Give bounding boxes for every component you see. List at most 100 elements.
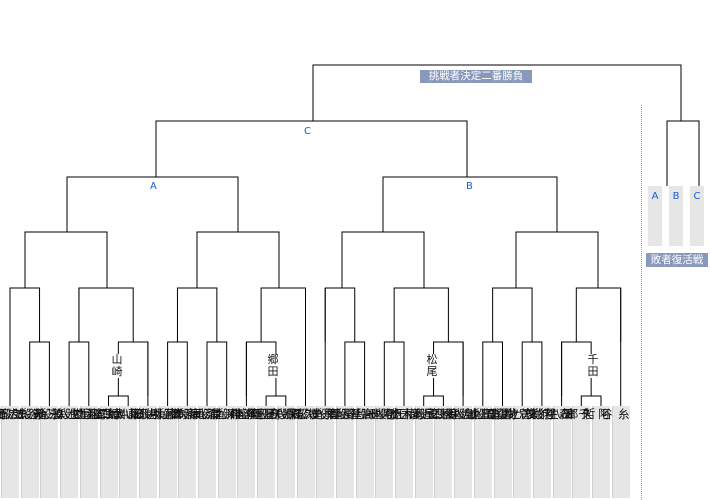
- player-box: 屋敷伸之九段: [177, 406, 277, 498]
- group-b-label: B: [466, 181, 473, 192]
- player-name: 菅井竜也八段: [433, 408, 533, 420]
- player-name: 阿部 隆九段: [295, 408, 395, 420]
- round-line: [176, 287, 218, 342]
- player-name: 池永天志五段: [0, 408, 80, 420]
- player-name: 森内俊之九段: [472, 408, 572, 420]
- player-box: 山崎隆之八段: [39, 406, 139, 498]
- player-name: 三浦弘行九段: [0, 408, 60, 420]
- player-box: 羽生善治九段: [0, 406, 99, 498]
- player-name: 斎藤明日斗四段: [81, 408, 198, 420]
- group-c-label: C: [304, 126, 311, 137]
- block-name-yamasaki: 山崎: [111, 353, 123, 378]
- player-name: 阿久津主税八段: [495, 408, 611, 420]
- round-line: [492, 287, 533, 342]
- round-line: [515, 231, 599, 288]
- player-name: 広瀬章人八段: [0, 408, 20, 420]
- player-name: 谷合廣紀四段: [0, 408, 40, 420]
- round-line: [78, 287, 134, 342]
- round-line: [393, 287, 449, 342]
- round-line: [9, 287, 41, 342]
- block-name-gouda: 郷田: [267, 353, 279, 378]
- final-match-label: 挑戦者決定二番勝負: [420, 70, 532, 83]
- player-box: 千田翔太七段: [492, 406, 592, 498]
- player-box: 藤井聡太二冠: [78, 406, 178, 498]
- match-line: [68, 341, 90, 406]
- match-line: [206, 341, 228, 406]
- block-name-matsuo: 松尾: [426, 353, 438, 378]
- player-box: 斎藤慎太郎八段: [101, 406, 217, 498]
- match-line: [383, 341, 405, 406]
- match-line: [265, 395, 287, 406]
- player-name: 深浦康市九段: [137, 408, 237, 420]
- player-box: 高野智史五段: [275, 406, 375, 498]
- player-box: 斎藤明日斗四段: [81, 406, 198, 498]
- round-line: [196, 231, 280, 288]
- revival-box-b: B: [669, 186, 683, 246]
- player-box: 冨田誠也四段: [413, 406, 513, 498]
- player-name: 佐藤天彦九段: [374, 408, 474, 420]
- player-box: 佐藤天彦九段: [374, 406, 474, 498]
- group-line: [155, 120, 468, 177]
- player-box: 森内俊之九段: [472, 406, 572, 498]
- player-name: 屋敷伸之九段: [177, 408, 277, 420]
- player-name: 瀬川晶司六段: [157, 408, 257, 420]
- player-box: 行方尚史九段: [452, 406, 552, 498]
- player-name: 近藤誠也七段: [334, 408, 434, 420]
- player-name: 木村一基九段: [315, 408, 414, 420]
- round-line: [24, 231, 108, 288]
- player-name: 松尾 歩八段: [354, 408, 454, 420]
- player-box: 稲葉 陽八段: [255, 406, 355, 498]
- player-box: 瀬川晶司六段: [157, 406, 257, 498]
- player-box: 豊島将之竜王: [393, 406, 493, 498]
- revival-box-a: A: [648, 186, 662, 246]
- player-box: 糸谷哲郎八段: [531, 406, 631, 498]
- player-name: 藤井聡太二冠: [78, 408, 178, 420]
- player-name: 斎藤慎太郎八段: [101, 408, 217, 420]
- revival-title: 敗者復活戦: [646, 253, 708, 267]
- player-box: 丸山忠久九段: [20, 406, 119, 498]
- player-box: 広瀬章人八段: [0, 406, 20, 498]
- final-line: [312, 64, 682, 121]
- group-line: [66, 176, 239, 232]
- match-line: [482, 341, 503, 406]
- player-box: 阿久津主税八段: [495, 406, 611, 498]
- player-name: 佐藤康光九段: [58, 408, 158, 420]
- player-box: 松尾 歩八段: [354, 406, 454, 498]
- round-line: [260, 287, 306, 342]
- match-line: [423, 395, 444, 406]
- player-box: 菅井竜也八段: [433, 406, 533, 498]
- player-name: 千田翔太七段: [492, 408, 592, 420]
- match-line: [344, 341, 366, 406]
- revival-line: [666, 120, 700, 186]
- player-name: 豊島将之竜王: [393, 408, 493, 420]
- group-line: [382, 176, 558, 232]
- round-line: [341, 231, 425, 288]
- player-box: 池永天志五段: [0, 406, 80, 498]
- player-name: 冨田誠也四段: [413, 408, 513, 420]
- player-name: 山崎隆之八段: [39, 408, 139, 420]
- player-name: 稲葉 陽八段: [255, 408, 355, 420]
- divider: [641, 105, 642, 500]
- player-box: 三浦弘行九段: [0, 406, 60, 498]
- player-box: 永瀬拓矢王座: [236, 406, 335, 498]
- match-line: [521, 341, 543, 406]
- player-box: 谷合廣紀四段: [0, 406, 40, 498]
- match-line: [167, 341, 188, 406]
- player-box: 阿部 隆九段: [295, 406, 395, 498]
- round-line: [575, 287, 622, 342]
- player-name: 羽生善治九段: [0, 408, 99, 420]
- match-line: [580, 395, 602, 406]
- player-box: 佐藤康光九段: [58, 406, 158, 498]
- player-name: 高野智史五段: [275, 408, 375, 420]
- player-name: 郷田真隆九段: [196, 408, 296, 420]
- player-name: 久保利明九段: [216, 408, 316, 420]
- player-name: 行方尚史九段: [452, 408, 552, 420]
- player-box: 近藤誠也七段: [334, 406, 434, 498]
- player-box: 深浦康市九段: [137, 406, 237, 498]
- match-line: [29, 341, 50, 406]
- player-name: 糸谷哲郎八段: [531, 408, 631, 420]
- block-name-chida: 千田: [587, 353, 599, 378]
- player-box: 久保利明九段: [216, 406, 316, 498]
- player-box: 郷田真隆九段: [196, 406, 296, 498]
- group-a-label: A: [150, 181, 157, 192]
